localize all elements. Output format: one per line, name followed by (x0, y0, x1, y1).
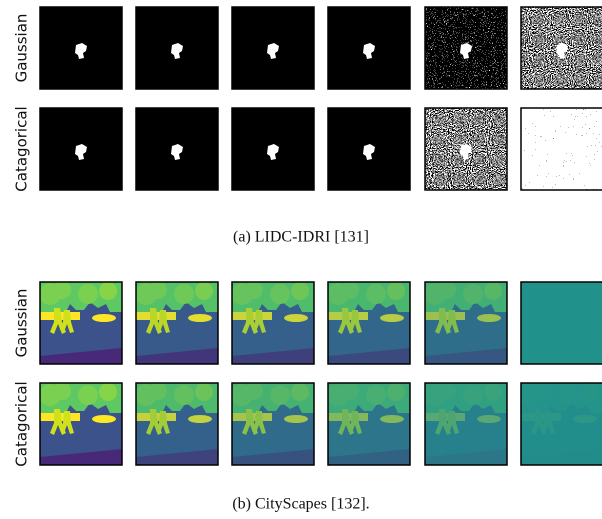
noise (328, 108, 410, 190)
figure: Gaussian Catagorical (a) LIDC-IDRI [131]… (0, 0, 602, 519)
image-cell (135, 281, 218, 364)
image-cell (135, 382, 218, 465)
noise (425, 7, 507, 89)
noise (425, 108, 507, 190)
fade-overlay (521, 282, 602, 364)
image-cell (425, 108, 507, 190)
image-cell (232, 7, 314, 89)
noise (328, 383, 410, 465)
noise (521, 7, 602, 89)
image-cell (39, 382, 122, 465)
image-cell (425, 7, 507, 89)
noise (232, 7, 314, 89)
image-cell (520, 382, 602, 465)
image-cell (136, 7, 218, 89)
image-cell (327, 382, 410, 465)
noise (136, 7, 218, 89)
image-cell (231, 281, 314, 364)
image-cell (424, 382, 507, 465)
image-cell (521, 108, 602, 190)
row-label: Gaussian (13, 289, 31, 358)
row-label: Catagorical (13, 106, 31, 191)
image-cell (231, 382, 314, 465)
noise (425, 383, 507, 465)
scene-image (39, 281, 122, 364)
fade-overlay (328, 282, 410, 364)
image-cell (39, 281, 122, 364)
fade-overlay (136, 282, 218, 364)
caption: (a) LIDC-IDRI [131] (233, 229, 369, 246)
image-cell (327, 281, 410, 364)
image-cell (328, 108, 410, 190)
image-cell (136, 108, 218, 190)
image-cell (232, 108, 314, 190)
fade-overlay (232, 282, 314, 364)
image-cell (521, 7, 602, 89)
image-cell (40, 108, 122, 190)
image-cell (520, 281, 602, 364)
image-cell (328, 7, 410, 89)
row-label: Gaussian (13, 14, 31, 83)
noise (328, 7, 410, 89)
scene-image (39, 382, 122, 465)
caption: (b) CityScapes [132]. (232, 496, 369, 513)
fade-overlay (136, 383, 218, 465)
row-label: Catagorical (13, 381, 31, 466)
fade-overlay (425, 282, 507, 364)
noise (232, 108, 314, 190)
noise (232, 383, 314, 465)
noise (521, 383, 602, 465)
image-cell (40, 7, 122, 89)
noise (521, 108, 602, 190)
image-cell (424, 281, 507, 364)
